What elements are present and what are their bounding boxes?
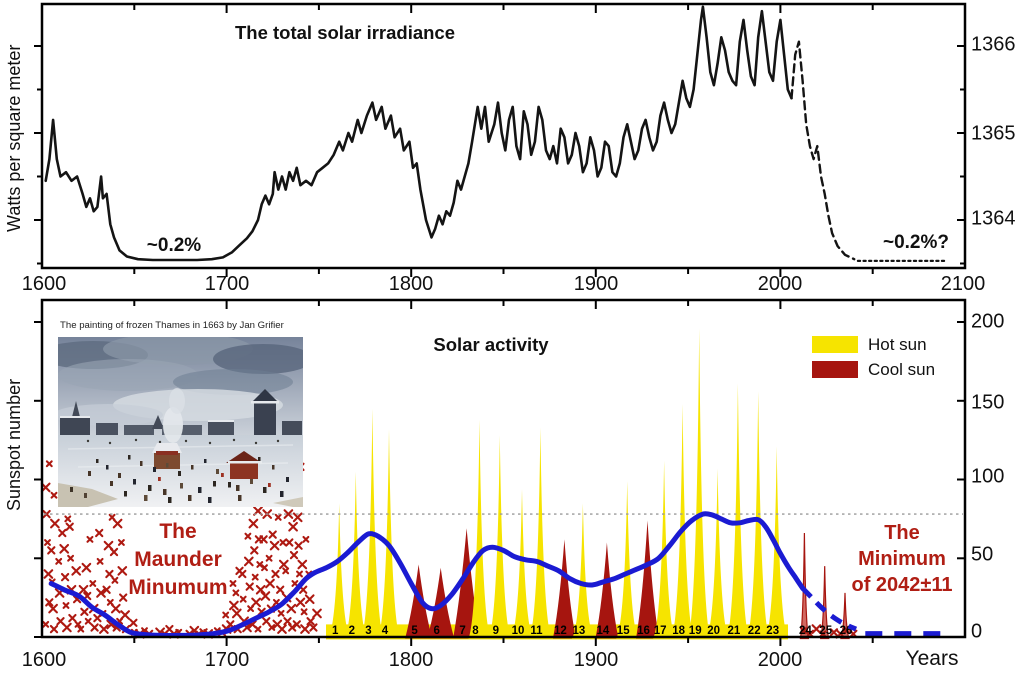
legend: Hot sun Cool sun: [812, 336, 935, 378]
cycle-number-15: 15: [617, 625, 630, 637]
activity-y-axis-label: Sunspot number: [4, 378, 24, 512]
activity-xtick-1900: 1900: [573, 649, 619, 671]
cycle-number-12: 12: [554, 625, 567, 637]
xtick-1700: 1700: [204, 273, 250, 295]
cycle-number-25: 25: [819, 625, 832, 637]
cycle-number-8: 8: [472, 625, 479, 637]
xtick-2100: 2100: [940, 273, 986, 295]
thames-painting: [38, 333, 313, 509]
solar-cycle-10-spike: [511, 489, 533, 639]
activity-ytick-0: 0: [971, 620, 983, 643]
x-axis-title: Years: [905, 647, 959, 670]
solar-cycle-25-spike: [819, 566, 830, 640]
irradiance-y-axis-label: Watts per square meter: [4, 44, 24, 232]
xtick-1800: 1800: [388, 273, 434, 295]
legend-item-cool-sun: Cool sun: [812, 361, 935, 378]
solar-cycle-19-spike: [688, 328, 711, 639]
predicted-minimum-line3: of 2042±11: [851, 574, 953, 596]
cycle-number-7: 7: [459, 625, 465, 637]
irradiance-title: The total solar irradiance: [234, 22, 456, 43]
legend-item-hot-sun: Hot sun: [812, 336, 935, 353]
maunder-minimum-line1: The: [159, 520, 197, 543]
legend-label-hot-sun: Hot sun: [868, 335, 927, 354]
solar-cycle-24-spike: [799, 532, 810, 640]
activity-ytick-200: 200: [971, 310, 1005, 333]
solar-activity-plot: [326, 328, 850, 640]
cycle-number-20: 20: [707, 625, 720, 637]
cycle-number-17: 17: [654, 625, 667, 637]
activity-ytick-150: 150: [971, 391, 1005, 414]
cycle-number-10: 10: [512, 625, 525, 637]
solar-cycle-8-spike: [468, 419, 491, 639]
smoothed-activity-forecast: [800, 586, 858, 632]
cycle-number-19: 19: [689, 625, 702, 637]
cycle-number-21: 21: [728, 625, 741, 637]
solar-cycle-1-spike: [328, 503, 351, 639]
cycle-number-11: 11: [530, 625, 543, 637]
solar-cycle-9-spike: [488, 435, 511, 639]
solar-cycle-11-spike: [529, 427, 552, 639]
predicted-minimum-label: The Minimum of 2042±11: [851, 520, 952, 598]
smoothed-activity-curve: [48, 511, 806, 639]
activity-xtick-1600: 1600: [21, 649, 67, 671]
activity-ytick-50: 50: [971, 543, 994, 566]
cycle-number-1: 1: [332, 625, 339, 637]
legend-swatch-cool-sun: [812, 361, 858, 378]
irradiance-ytick-1366: 1366: [971, 33, 1016, 56]
cycle-number-13: 13: [573, 625, 586, 637]
solar-cycle-20-spike: [706, 468, 729, 639]
maunder-minimum-line3: Minumum: [128, 576, 228, 599]
cycle-number-18: 18: [672, 625, 685, 637]
cycle-number-16: 16: [637, 625, 650, 637]
activity-title: Solar activity: [433, 334, 549, 355]
solar-cycle-4-spike: [378, 429, 400, 639]
solar-cycle-22-spike: [747, 391, 770, 639]
cycle-number-labels: 1 2 3 4 5 6 7 8 9 10 11 12 13 14 15 16 17 18 19 20 21 22 23 24 2…: [332, 625, 852, 637]
cycle-number-9: 9: [493, 625, 499, 637]
maunder-minimum-line2: Maunder: [134, 548, 222, 571]
xtick-2000: 2000: [757, 273, 803, 295]
predicted-minimum-line1: The: [884, 522, 920, 544]
cycle-number-3: 3: [365, 625, 371, 637]
tsi-solid-series: [44, 5, 793, 262]
tsi-forecast-annotation: ~0.2%?: [882, 232, 950, 253]
legend-swatch-hot-sun: [812, 336, 858, 353]
solar-cycle-14-spike: [595, 542, 619, 639]
cycle-number-2: 2: [349, 625, 355, 637]
xtick-1900: 1900: [573, 273, 619, 295]
xtick-1600: 1600: [21, 273, 67, 295]
tsi-decline-annotation: ~0.2%: [146, 235, 202, 256]
predicted-minimum-line2: Minimum: [858, 548, 946, 570]
cycle-number-14: 14: [597, 625, 610, 637]
solar-cycle-12-spike: [552, 539, 576, 639]
solar-cycle-2-spike: [344, 471, 367, 639]
solar-cycle-13-spike: [571, 503, 594, 639]
cycle-number-5: 5: [411, 625, 418, 637]
thames-painting-caption: The painting of frozen Thames in 1663 by…: [60, 320, 284, 331]
solar-cycle-21-spike: [726, 383, 749, 639]
solar-cycle-16-spike: [636, 520, 659, 639]
activity-ytick-100: 100: [971, 465, 1005, 488]
thames-painting-image: [38, 333, 313, 509]
cycle-number-6: 6: [433, 625, 439, 637]
cycle-number-22: 22: [748, 625, 761, 637]
legend-label-cool-sun: Cool sun: [868, 360, 936, 379]
tsi-dashed-series: [790, 40, 856, 261]
irradiance-ytick-1365: 1365: [971, 122, 1016, 145]
cycle-number-23: 23: [766, 625, 779, 637]
solar-cycle-3-spike: [361, 408, 384, 639]
solar-cycle-18-spike: [671, 403, 694, 639]
cycle-number-4: 4: [382, 625, 389, 637]
axis-ticks: [34, 4, 965, 646]
cycle-number-24: 24: [799, 625, 812, 637]
solar-cycle-15-spike: [616, 481, 639, 639]
activity-xtick-1800: 1800: [388, 649, 434, 671]
maunder-minimum-label: The Maunder Minumum: [128, 518, 227, 602]
activity-xtick-2000: 2000: [757, 649, 803, 671]
irradiance-ytick-1364: 1364: [971, 207, 1016, 230]
activity-xtick-1700: 1700: [204, 649, 250, 671]
